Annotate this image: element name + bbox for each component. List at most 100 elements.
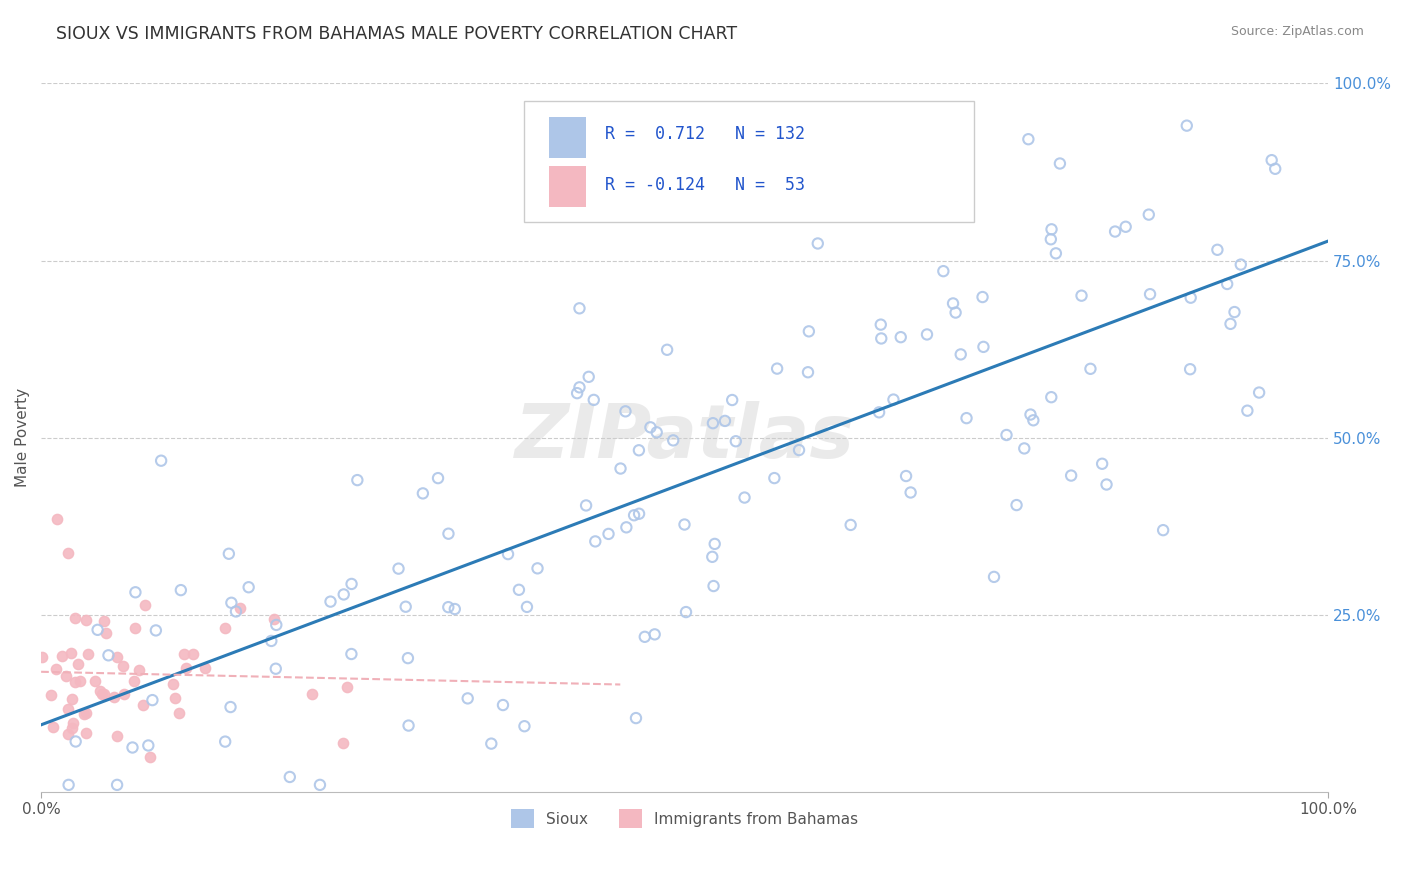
Point <box>181 647 204 661</box>
Point <box>702 416 724 430</box>
Legend: Sioux, Immigrants from Bahamas: Sioux, Immigrants from Bahamas <box>505 803 865 834</box>
Point <box>1049 156 1071 170</box>
Point <box>84 673 107 688</box>
Point <box>165 691 187 706</box>
Point <box>869 318 891 332</box>
Point <box>1080 361 1102 376</box>
Point <box>105 729 128 743</box>
Text: R = -0.124   N =  53: R = -0.124 N = 53 <box>605 176 804 194</box>
Point <box>972 340 994 354</box>
Point <box>703 579 725 593</box>
Point <box>583 534 606 549</box>
Point <box>1005 498 1028 512</box>
Point <box>332 587 354 601</box>
Point <box>443 602 465 616</box>
Point <box>319 594 342 608</box>
Point <box>75 613 97 627</box>
Point <box>124 585 146 599</box>
Point <box>340 647 363 661</box>
Point <box>214 734 236 748</box>
Point <box>136 739 159 753</box>
Point <box>1219 317 1241 331</box>
Point <box>1137 208 1160 222</box>
Point <box>124 621 146 635</box>
Point <box>894 469 917 483</box>
Point <box>565 386 588 401</box>
Point <box>145 624 167 638</box>
Point <box>568 380 591 394</box>
Point <box>437 526 460 541</box>
Point <box>900 485 922 500</box>
Text: SIOUX VS IMMIGRANTS FROM BAHAMAS MALE POVERTY CORRELATION CHART: SIOUX VS IMMIGRANTS FROM BAHAMAS MALE PO… <box>56 25 737 43</box>
Point <box>1040 390 1063 404</box>
Point <box>1175 119 1198 133</box>
Point <box>797 365 820 379</box>
Point <box>301 687 323 701</box>
Point <box>675 605 697 619</box>
Point <box>627 443 650 458</box>
Text: ZIPatlas: ZIPatlas <box>515 401 855 475</box>
Point <box>721 392 744 407</box>
Point <box>516 599 538 614</box>
Point <box>58 546 80 560</box>
Text: R =  0.712   N = 132: R = 0.712 N = 132 <box>605 126 804 144</box>
Point <box>640 420 662 434</box>
Point <box>1180 291 1202 305</box>
Point <box>346 473 368 487</box>
Point <box>69 674 91 689</box>
Point <box>624 711 647 725</box>
Point <box>598 527 620 541</box>
Point <box>398 718 420 732</box>
Point <box>105 778 128 792</box>
Point <box>263 612 285 626</box>
Point <box>945 305 967 319</box>
Point <box>278 770 301 784</box>
Point <box>1229 258 1251 272</box>
Point <box>89 684 111 698</box>
Point <box>662 434 685 448</box>
Point <box>170 583 193 598</box>
Point <box>1070 288 1092 302</box>
Bar <box>550 117 585 158</box>
Point <box>1104 225 1126 239</box>
Point <box>457 691 479 706</box>
Point <box>1017 132 1039 146</box>
Point <box>309 778 332 792</box>
Point <box>45 662 67 676</box>
Point <box>214 621 236 635</box>
Point <box>75 706 97 720</box>
Point <box>568 301 591 316</box>
Point <box>1236 403 1258 417</box>
Point <box>702 549 724 564</box>
Point <box>513 719 536 733</box>
Point <box>396 651 419 665</box>
Point <box>76 647 98 661</box>
Point <box>955 411 977 425</box>
Point <box>1095 477 1118 491</box>
Point <box>1206 243 1229 257</box>
Point <box>67 657 90 671</box>
Point <box>1152 523 1174 537</box>
Point <box>59 646 82 660</box>
Point <box>93 615 115 629</box>
Point <box>141 693 163 707</box>
Point <box>526 561 548 575</box>
Y-axis label: Male Poverty: Male Poverty <box>15 388 30 487</box>
Point <box>31 650 53 665</box>
Point <box>437 600 460 615</box>
Point <box>1249 385 1271 400</box>
Point <box>219 700 242 714</box>
Point <box>1216 277 1239 291</box>
Point <box>995 428 1018 442</box>
Point <box>62 716 84 731</box>
Point <box>508 582 530 597</box>
Point <box>655 343 678 357</box>
Point <box>870 331 893 345</box>
Point <box>58 727 80 741</box>
Point <box>644 627 666 641</box>
Point <box>634 630 657 644</box>
Point <box>75 726 97 740</box>
Point <box>412 486 434 500</box>
Point <box>1045 246 1067 260</box>
Point <box>1039 232 1062 246</box>
